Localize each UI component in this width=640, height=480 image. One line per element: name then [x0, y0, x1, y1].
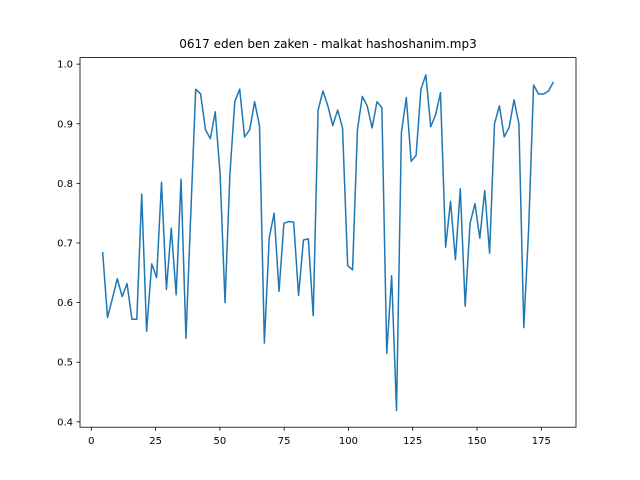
y-tick-label: 0.5: [57, 358, 73, 369]
x-tick-label: 100: [339, 436, 358, 447]
x-tick-label: 150: [467, 436, 486, 447]
x-tick-label: 0: [88, 436, 94, 447]
y-tick-label: 0.9: [57, 119, 73, 130]
chart-title: 0617 eden ben zaken - malkat hashoshanim…: [179, 37, 476, 51]
data-line: [101, 74, 555, 412]
y-tick-label: 1.0: [57, 60, 73, 71]
x-tick-label: 125: [403, 436, 422, 447]
x-tick-label: 50: [214, 436, 227, 447]
y-tick-label: 0.7: [57, 238, 73, 249]
y-tick-label: 0.6: [57, 298, 73, 309]
x-tick-label: 175: [532, 436, 551, 447]
x-tick-label: 75: [278, 436, 291, 447]
axes-frame: [79, 57, 577, 428]
y-tick-label: 0.8: [57, 179, 73, 190]
y-tick-label: 0.4: [57, 417, 73, 428]
x-tick-label: 25: [149, 436, 162, 447]
